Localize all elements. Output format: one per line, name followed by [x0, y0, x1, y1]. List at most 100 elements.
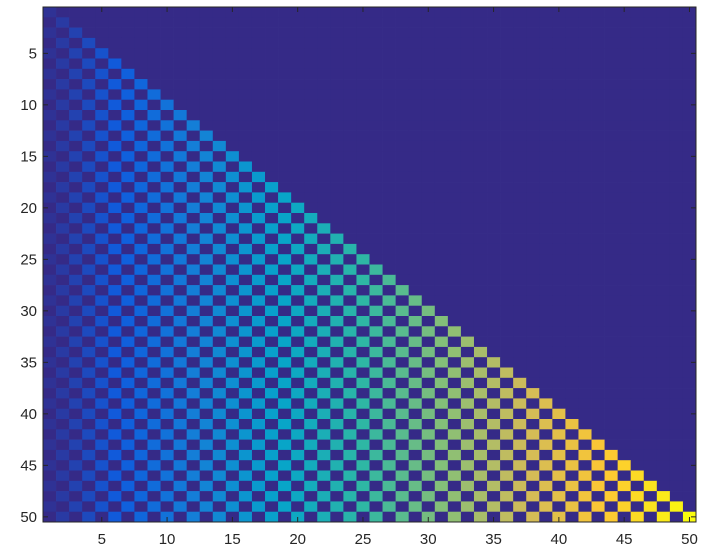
heatmap-cell [121, 316, 135, 327]
heatmap-cell [578, 140, 592, 152]
heatmap-cell [199, 305, 214, 317]
heatmap-cell [304, 130, 318, 142]
heatmap-cell [460, 460, 475, 471]
heatmap-cell [69, 346, 83, 358]
heatmap-cell [434, 388, 449, 399]
heatmap-cell [617, 233, 632, 245]
heatmap-cell [121, 161, 135, 173]
heatmap-cell [473, 305, 488, 317]
heatmap-cell [199, 346, 214, 358]
heatmap-cell [682, 254, 697, 265]
heatmap-cell [265, 408, 279, 420]
heatmap-cell [434, 470, 449, 482]
heatmap-cell [238, 305, 253, 317]
heatmap-cell [382, 110, 396, 121]
heatmap-cell [173, 491, 188, 502]
heatmap-cell [121, 120, 135, 131]
heatmap-cell [369, 264, 383, 276]
heatmap-cell [317, 408, 331, 420]
heatmap-cell [265, 68, 279, 80]
heatmap-cell [173, 285, 188, 296]
heatmap-cell [591, 140, 605, 152]
heatmap-cell [408, 408, 423, 420]
heatmap-cell [134, 305, 148, 317]
heatmap-cell [56, 419, 70, 430]
heatmap-cell [291, 182, 305, 193]
heatmap-cell [291, 233, 305, 245]
heatmap-cell [669, 511, 684, 523]
heatmap-cell [656, 213, 671, 224]
heatmap-cell [669, 79, 684, 90]
heatmap-cell [108, 501, 122, 513]
heatmap-cell [526, 161, 540, 173]
heatmap-cell [317, 367, 331, 379]
heatmap-cell [108, 254, 122, 265]
heatmap-cell [147, 398, 161, 410]
heatmap-cell [186, 7, 201, 18]
heatmap-cell [43, 58, 57, 70]
heatmap-cell [656, 182, 671, 193]
heatmap-cell [630, 377, 645, 389]
heatmap-cell [604, 470, 618, 482]
heatmap-cell [225, 357, 240, 368]
heatmap-cell [382, 17, 396, 28]
heatmap-cell [291, 48, 305, 59]
heatmap-cell [487, 17, 501, 28]
heatmap-cell [278, 110, 292, 121]
heatmap-cell [356, 346, 370, 358]
heatmap-cell [526, 89, 540, 101]
heatmap-cell [291, 202, 305, 214]
heatmap-cell [173, 58, 188, 70]
heatmap-cell [317, 429, 331, 440]
heatmap-cell [630, 429, 645, 440]
heatmap-cell [604, 243, 618, 255]
heatmap-cell [656, 285, 671, 296]
heatmap-cell [382, 120, 396, 131]
heatmap-cell [565, 151, 579, 162]
heatmap-cell [369, 511, 383, 523]
heatmap-cell [395, 192, 410, 204]
heatmap-cell [43, 89, 57, 101]
heatmap-cell [291, 130, 305, 142]
heatmap-cell [212, 388, 227, 399]
heatmap-cell [434, 7, 449, 18]
heatmap-cell [291, 439, 305, 451]
heatmap-cell [69, 120, 83, 131]
heatmap-cell [434, 316, 449, 327]
heatmap-cell [513, 89, 527, 101]
heatmap-cell [487, 377, 501, 389]
heatmap-cell [134, 99, 148, 111]
heatmap-cell [278, 460, 292, 471]
heatmap-cell [212, 429, 227, 440]
heatmap-cell [108, 223, 122, 234]
heatmap-cell [82, 285, 96, 296]
heatmap-cell [656, 99, 671, 111]
heatmap-cell [212, 233, 227, 245]
heatmap-cell [565, 254, 579, 265]
heatmap-cell [95, 120, 109, 131]
heatmap-cell [173, 388, 188, 399]
heatmap-cell [630, 346, 645, 358]
heatmap-cell [199, 140, 214, 152]
heatmap-cell [317, 151, 331, 162]
heatmap-cell [643, 233, 658, 245]
heatmap-cell [69, 357, 83, 368]
heatmap-cell [604, 501, 618, 513]
heatmap-cell [173, 326, 188, 337]
heatmap-cell [408, 336, 423, 348]
heatmap-cell [69, 398, 83, 410]
heatmap-cell [369, 17, 383, 28]
heatmap-cell [212, 110, 227, 121]
heatmap-cell [395, 274, 410, 286]
heatmap-cell [95, 408, 109, 420]
heatmap-cell [330, 37, 344, 49]
heatmap-cell [356, 161, 370, 173]
heatmap-cell [304, 295, 318, 307]
heatmap-cell [604, 48, 618, 59]
heatmap-cell [473, 264, 488, 276]
heatmap-cell [447, 254, 462, 265]
heatmap-cell [578, 419, 592, 430]
heatmap-cell [147, 79, 161, 90]
heatmap-cell [369, 439, 383, 451]
heatmap-cell [147, 480, 161, 492]
